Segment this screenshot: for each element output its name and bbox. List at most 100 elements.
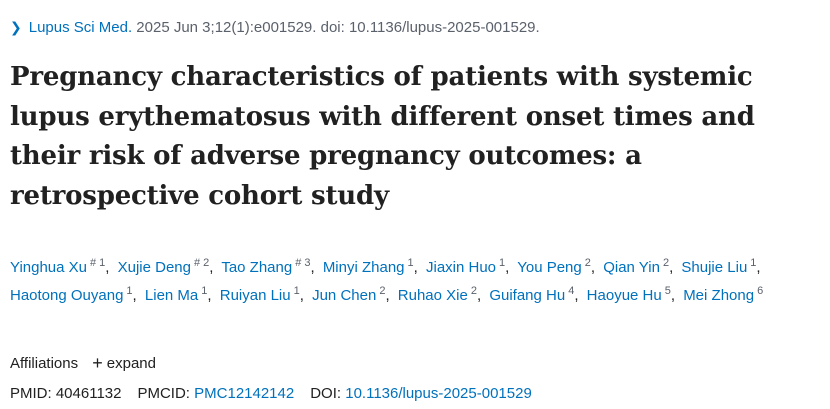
author-name-link[interactable]: Jun Chen — [312, 286, 377, 304]
author-affiliation-marks: 2 — [663, 257, 669, 269]
author-name-link[interactable]: Mei Zhong — [683, 286, 755, 304]
author-item: Mei Zhong 6 — [683, 285, 763, 304]
author-separator: , — [209, 259, 214, 276]
author-separator: , — [590, 259, 596, 276]
author-name-link[interactable]: Haoyue Hu — [586, 286, 662, 304]
author-affiliation-marks: #2 — [194, 257, 209, 269]
author-item: You Peng 2, — [517, 257, 599, 277]
affiliations-label: Affiliations — [10, 355, 79, 372]
affiliation-number[interactable]: 5 — [664, 284, 671, 297]
journal-link[interactable]: Lupus Sci Med. — [28, 19, 133, 36]
pmid-value: 40461132 — [55, 385, 122, 402]
author-name-link[interactable]: Guifang Hu — [489, 286, 566, 304]
author-affiliation-marks: 2 — [379, 285, 385, 297]
author-name-link[interactable]: Ruiyan Liu — [219, 286, 291, 304]
author-item: Jiaxin Huo 1, — [425, 257, 513, 277]
author-separator: , — [132, 286, 137, 304]
author-name-link[interactable]: Lien Ma — [144, 286, 199, 304]
author-name-link[interactable]: Xujie Deng — [117, 259, 191, 276]
author-separator: , — [476, 286, 482, 304]
author-item: Minyi Zhang 1, — [322, 257, 422, 277]
author-separator: , — [670, 286, 676, 304]
author-separator: , — [385, 286, 390, 304]
author-separator: , — [574, 286, 579, 304]
equal-contribution-mark[interactable]: # — [90, 257, 97, 269]
affiliation-number[interactable]: 1 — [126, 284, 133, 297]
author-affiliation-marks: 2 — [471, 285, 477, 297]
author-name-link[interactable]: Shujie Liu — [681, 259, 748, 276]
author-name-link[interactable]: Tao Zhang — [221, 259, 293, 276]
affiliations-expand-toggle[interactable]: + expand — [92, 353, 156, 373]
author-affiliation-marks: 1 — [126, 285, 132, 297]
author-item: Yinghua Xu #1, — [10, 257, 113, 277]
author-item: Guifang Hu 4, — [489, 285, 582, 304]
author-item: Qian Yin 2, — [603, 257, 677, 277]
affiliation-number[interactable]: 2 — [203, 257, 210, 269]
affiliation-number[interactable]: 6 — [757, 284, 764, 297]
author-affiliation-marks: 4 — [568, 285, 574, 297]
author-item: Shujie Liu 1, — [681, 257, 764, 277]
affiliation-number[interactable]: 2 — [584, 257, 591, 269]
author-item: Jun Chen 2, — [312, 285, 394, 304]
affiliation-number[interactable]: 2 — [470, 284, 477, 297]
author-item: Haoyue Hu 5, — [586, 285, 679, 304]
author-name-link[interactable]: Jiaxin Huo — [425, 259, 497, 276]
page-title: Pregnancy characteristics of patients wi… — [10, 62, 755, 211]
author-separator: , — [310, 259, 315, 276]
author-affiliation-marks: 6 — [757, 285, 763, 297]
author-separator: , — [756, 259, 761, 276]
author-affiliation-marks: 1 — [750, 257, 756, 269]
author-affiliation-marks: 5 — [665, 285, 671, 297]
affiliation-number[interactable]: 1 — [407, 257, 414, 269]
chevron-right-icon[interactable]: ❯ — [10, 19, 22, 35]
author-name-link[interactable]: Qian Yin — [603, 259, 660, 276]
plus-icon: + — [92, 353, 103, 373]
identifiers-row: PMID: 40461132 PMCID: PMC12142142 DOI: 10.… — [10, 385, 532, 402]
author-name-link[interactable]: Haotong Ouyang — [10, 286, 124, 304]
doi-link[interactable]: 10.1136/lupus-2025-001529 — [345, 385, 532, 402]
author-name-link[interactable]: Ruhao Xie — [397, 286, 468, 304]
citation-details: 2025 Jun 3;12(1):e001529. doi: 10.1136/l… — [136, 19, 540, 36]
citation-line: ❯ Lupus Sci Med. 2025 Jun 3;12(1):e001529… — [10, 19, 540, 36]
affiliation-number[interactable]: 1 — [293, 284, 300, 297]
author-affiliation-marks: 1 — [294, 285, 300, 297]
pmcid-label: PMCID: — [137, 385, 190, 402]
author-affiliation-marks: #1 — [90, 257, 105, 269]
author-item: Ruiyan Liu 1, — [219, 285, 308, 304]
author-separator: , — [505, 259, 510, 276]
affiliation-number[interactable]: 1 — [99, 257, 106, 269]
author-separator: , — [299, 286, 304, 304]
author-affiliation-marks: 1 — [499, 257, 505, 269]
affiliation-number[interactable]: 3 — [304, 257, 311, 269]
author-item: Haotong Ouyang 1, — [10, 285, 141, 304]
affiliation-number[interactable]: 1 — [201, 284, 208, 297]
affiliation-number[interactable]: 1 — [750, 257, 757, 269]
author-affiliation-marks: 2 — [585, 257, 591, 269]
author-item: Lien Ma 1, — [144, 285, 216, 304]
pmid-label: PMID: — [10, 385, 52, 402]
author-separator: , — [105, 259, 110, 276]
affiliation-number[interactable]: 2 — [379, 284, 386, 297]
author-affiliation-marks: #3 — [295, 257, 310, 269]
author-separator: , — [413, 259, 418, 276]
author-separator: , — [669, 259, 674, 276]
author-affiliation-marks: 1 — [201, 285, 207, 297]
affiliation-number[interactable]: 4 — [568, 284, 575, 297]
author-item: Ruhao Xie 2, — [397, 285, 485, 304]
author-separator: , — [207, 286, 212, 304]
author-name-link[interactable]: You Peng — [517, 259, 582, 276]
affiliations-row: Affiliations + expand — [10, 353, 156, 374]
doi-label: DOI: — [310, 385, 342, 402]
affiliation-number[interactable]: 1 — [499, 257, 506, 269]
equal-contribution-mark[interactable]: # — [194, 257, 201, 269]
author-item: Xujie Deng #2, — [117, 257, 218, 277]
author-name-link[interactable]: Minyi Zhang — [322, 259, 405, 276]
author-item: Tao Zhang #3, — [221, 257, 318, 277]
equal-contribution-mark[interactable]: # — [295, 257, 302, 269]
pmcid-link[interactable]: PMC12142142 — [194, 385, 295, 402]
author-name-link[interactable]: Yinghua Xu — [10, 259, 88, 276]
author-affiliation-marks: 1 — [408, 257, 414, 269]
expand-label: expand — [106, 355, 156, 372]
affiliation-number[interactable]: 2 — [662, 257, 670, 269]
